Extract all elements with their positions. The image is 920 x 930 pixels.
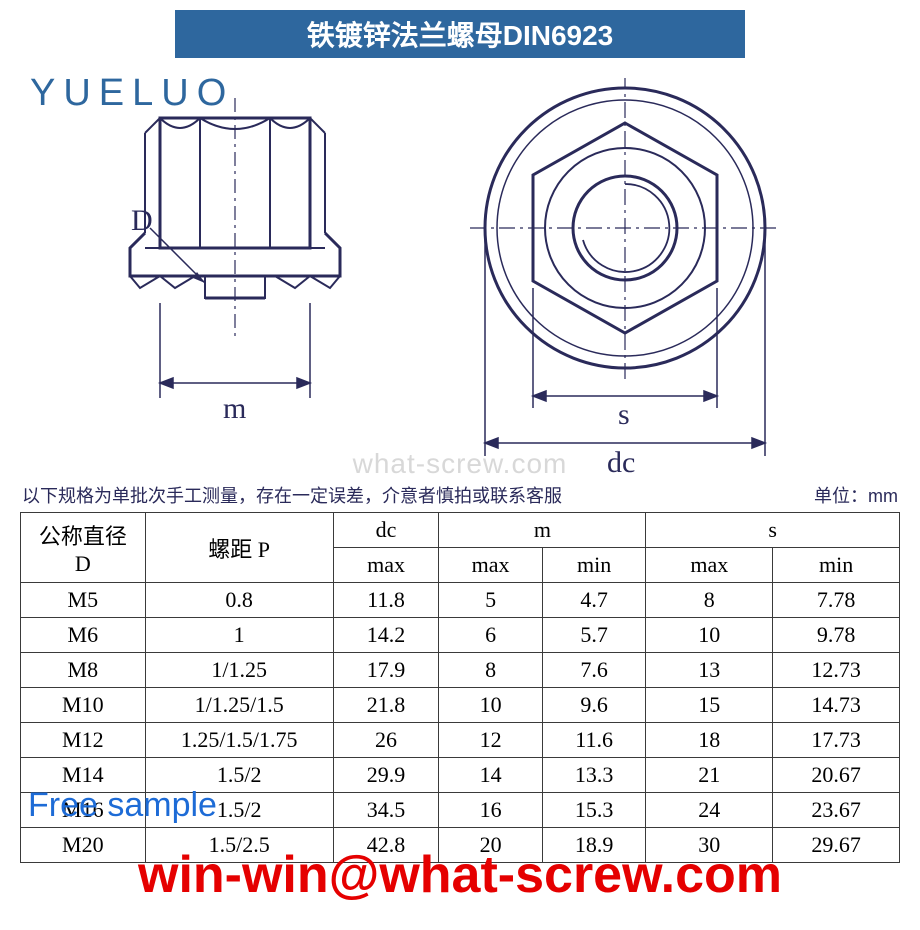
cell-m_min: 15.3 <box>542 793 646 828</box>
label-dc: dc <box>607 446 635 478</box>
cell-s_max: 13 <box>646 653 773 688</box>
cell-m_min: 9.6 <box>542 688 646 723</box>
cell-s_min: 17.73 <box>773 723 900 758</box>
cell-m_max: 8 <box>439 653 543 688</box>
label-m: m <box>223 392 246 425</box>
side-view-drawing: D m <box>105 78 365 438</box>
cell-D: M10 <box>21 688 146 723</box>
th-dc: dc <box>333 513 439 548</box>
cell-s_max: 18 <box>646 723 773 758</box>
cell-m_max: 14 <box>439 758 543 793</box>
caption-row: 以下规格为单批次手工测量，存在一定误差，介意者慎拍或联系客服 单位：mm <box>0 478 920 510</box>
cell-m_min: 4.7 <box>542 583 646 618</box>
technical-drawing: D m <box>0 78 920 478</box>
cell-P: 1.25/1.5/1.75 <box>145 723 333 758</box>
cell-D: M8 <box>21 653 146 688</box>
cell-dc: 17.9 <box>333 653 439 688</box>
th-P: 螺距 P <box>145 513 333 583</box>
table-row: M101/1.25/1.521.8109.61514.73 <box>21 688 900 723</box>
cell-dc: 34.5 <box>333 793 439 828</box>
contact-email-overlay: win-win@what-screw.com <box>0 845 920 905</box>
cell-dc: 29.9 <box>333 758 439 793</box>
cell-P: 0.8 <box>145 583 333 618</box>
cell-s_min: 20.67 <box>773 758 900 793</box>
cell-s_min: 7.78 <box>773 583 900 618</box>
th-s: s <box>646 513 900 548</box>
cell-dc: 21.8 <box>333 688 439 723</box>
cell-s_min: 14.73 <box>773 688 900 723</box>
cell-s_max: 10 <box>646 618 773 653</box>
top-view-drawing: s dc <box>455 78 815 478</box>
cell-s_min: 23.67 <box>773 793 900 828</box>
caption-note: 以下规格为单批次手工测量，存在一定误差，介意者慎拍或联系客服 <box>22 482 562 508</box>
title-bar: 铁镀锌法兰螺母DIN6923 <box>175 10 745 58</box>
cell-P: 1/1.25 <box>145 653 333 688</box>
cell-m_max: 5 <box>439 583 543 618</box>
free-sample-overlay: Free sample <box>28 786 217 825</box>
cell-D: M5 <box>21 583 146 618</box>
table-row: M81/1.2517.987.61312.73 <box>21 653 900 688</box>
cell-m_max: 16 <box>439 793 543 828</box>
cell-P: 1/1.25/1.5 <box>145 688 333 723</box>
th-s-min: min <box>773 548 900 583</box>
cell-D: M6 <box>21 618 146 653</box>
cell-P: 1 <box>145 618 333 653</box>
cell-m_min: 13.3 <box>542 758 646 793</box>
label-s: s <box>618 398 630 431</box>
cell-s_max: 15 <box>646 688 773 723</box>
th-s-max: max <box>646 548 773 583</box>
cell-m_min: 11.6 <box>542 723 646 758</box>
table-row: M6114.265.7109.78 <box>21 618 900 653</box>
th-dc-max: max <box>333 548 439 583</box>
cell-m_max: 6 <box>439 618 543 653</box>
cell-s_max: 24 <box>646 793 773 828</box>
cell-m_max: 12 <box>439 723 543 758</box>
th-m-max: max <box>439 548 543 583</box>
th-m: m <box>439 513 646 548</box>
table-row: M50.811.854.787.78 <box>21 583 900 618</box>
cell-s_max: 8 <box>646 583 773 618</box>
cell-m_min: 5.7 <box>542 618 646 653</box>
cell-dc: 14.2 <box>333 618 439 653</box>
cell-s_min: 9.78 <box>773 618 900 653</box>
cell-D: M12 <box>21 723 146 758</box>
caption-unit: 单位：mm <box>814 482 898 508</box>
cell-dc: 11.8 <box>333 583 439 618</box>
th-D: 公称直径 D <box>21 513 146 583</box>
cell-s_min: 12.73 <box>773 653 900 688</box>
cell-m_max: 10 <box>439 688 543 723</box>
th-m-min: min <box>542 548 646 583</box>
table-row: M121.25/1.5/1.75261211.61817.73 <box>21 723 900 758</box>
cell-s_max: 21 <box>646 758 773 793</box>
svg-text:D: D <box>131 204 153 237</box>
cell-m_min: 7.6 <box>542 653 646 688</box>
cell-dc: 26 <box>333 723 439 758</box>
